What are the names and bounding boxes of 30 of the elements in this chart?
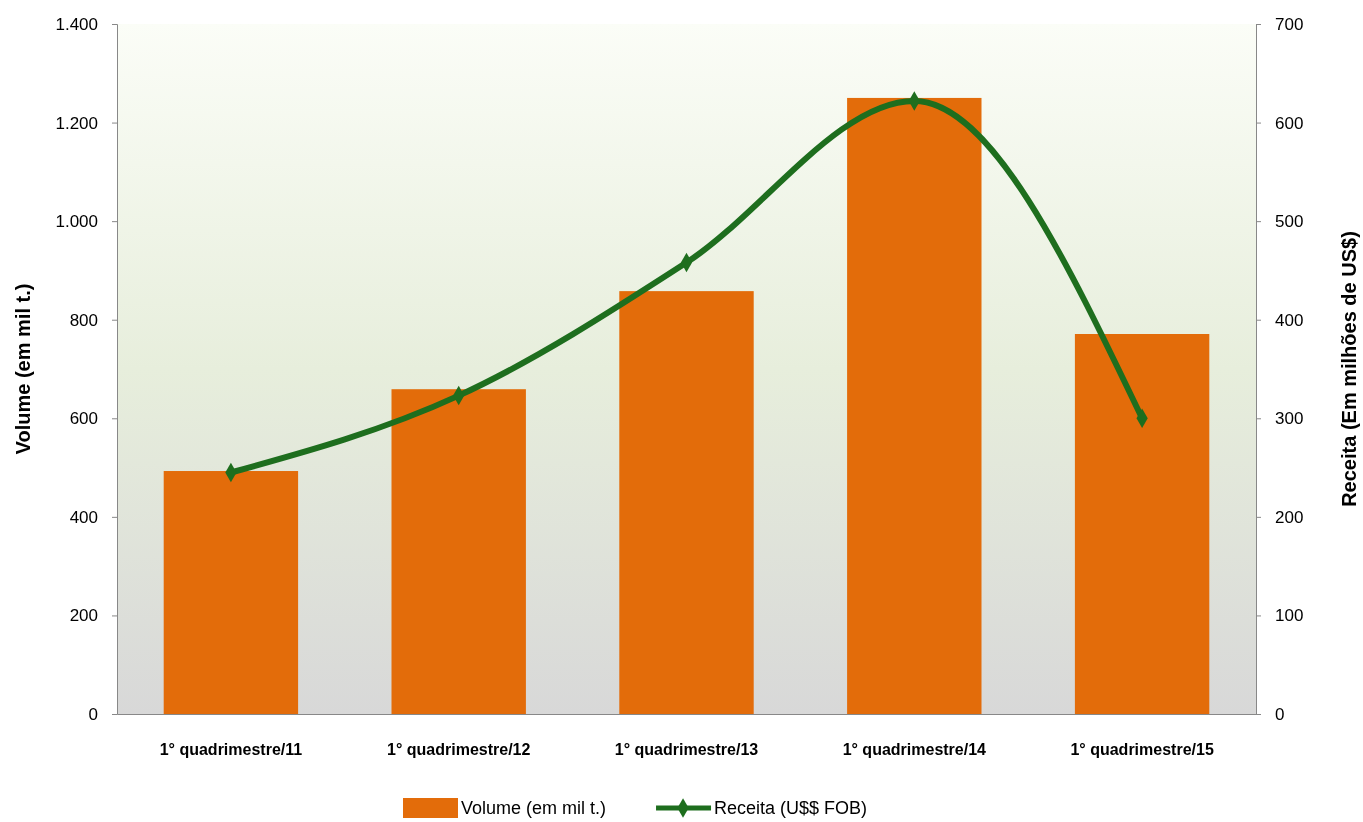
y2-tick-label: 200 (1275, 507, 1304, 527)
bar (1074, 334, 1210, 714)
y-tick-label: 1.400 (55, 14, 98, 34)
y-tick-label: 400 (69, 507, 98, 527)
y-tick-label: 600 (69, 409, 98, 429)
y2-tick-label: 100 (1275, 606, 1304, 626)
y2-tick-label: 700 (1275, 14, 1304, 34)
x-tick-label: 1° quadrimestre/14 (842, 741, 987, 759)
y-tick-label: 1.200 (55, 113, 98, 133)
bar (619, 291, 754, 714)
y-tick-label: 200 (69, 606, 98, 626)
y2-axis-title: Receita (Em milhões de US$) (1338, 231, 1360, 507)
x-tick-label: 1° quadrimestre/15 (1070, 741, 1214, 759)
y2-tick-label: 600 (1275, 113, 1304, 133)
x-tick-label: 1° quadrimestre/11 (159, 741, 303, 759)
y-tick-label: 800 (69, 310, 98, 330)
legend-label: Volume (em mil t.) (461, 798, 607, 818)
y2-tick-label: 300 (1275, 409, 1304, 429)
bar (391, 389, 526, 714)
x-tick-label: 1° quadrimestre/13 (614, 741, 759, 759)
bar (163, 471, 299, 714)
y2-tick-label: 400 (1275, 310, 1304, 330)
y-tick-label: 1.000 (55, 212, 98, 232)
legend-label: Receita (U$$ FOB) (714, 798, 868, 818)
y2-tick-label: 0 (1275, 704, 1285, 724)
bar (847, 97, 982, 714)
y-tick-label: 0 (88, 704, 98, 724)
y2-tick-label: 500 (1275, 212, 1304, 232)
y-axis-title: Volume (em mil t.) (12, 283, 34, 455)
x-tick-label: 1° quadrimestre/12 (387, 741, 531, 759)
